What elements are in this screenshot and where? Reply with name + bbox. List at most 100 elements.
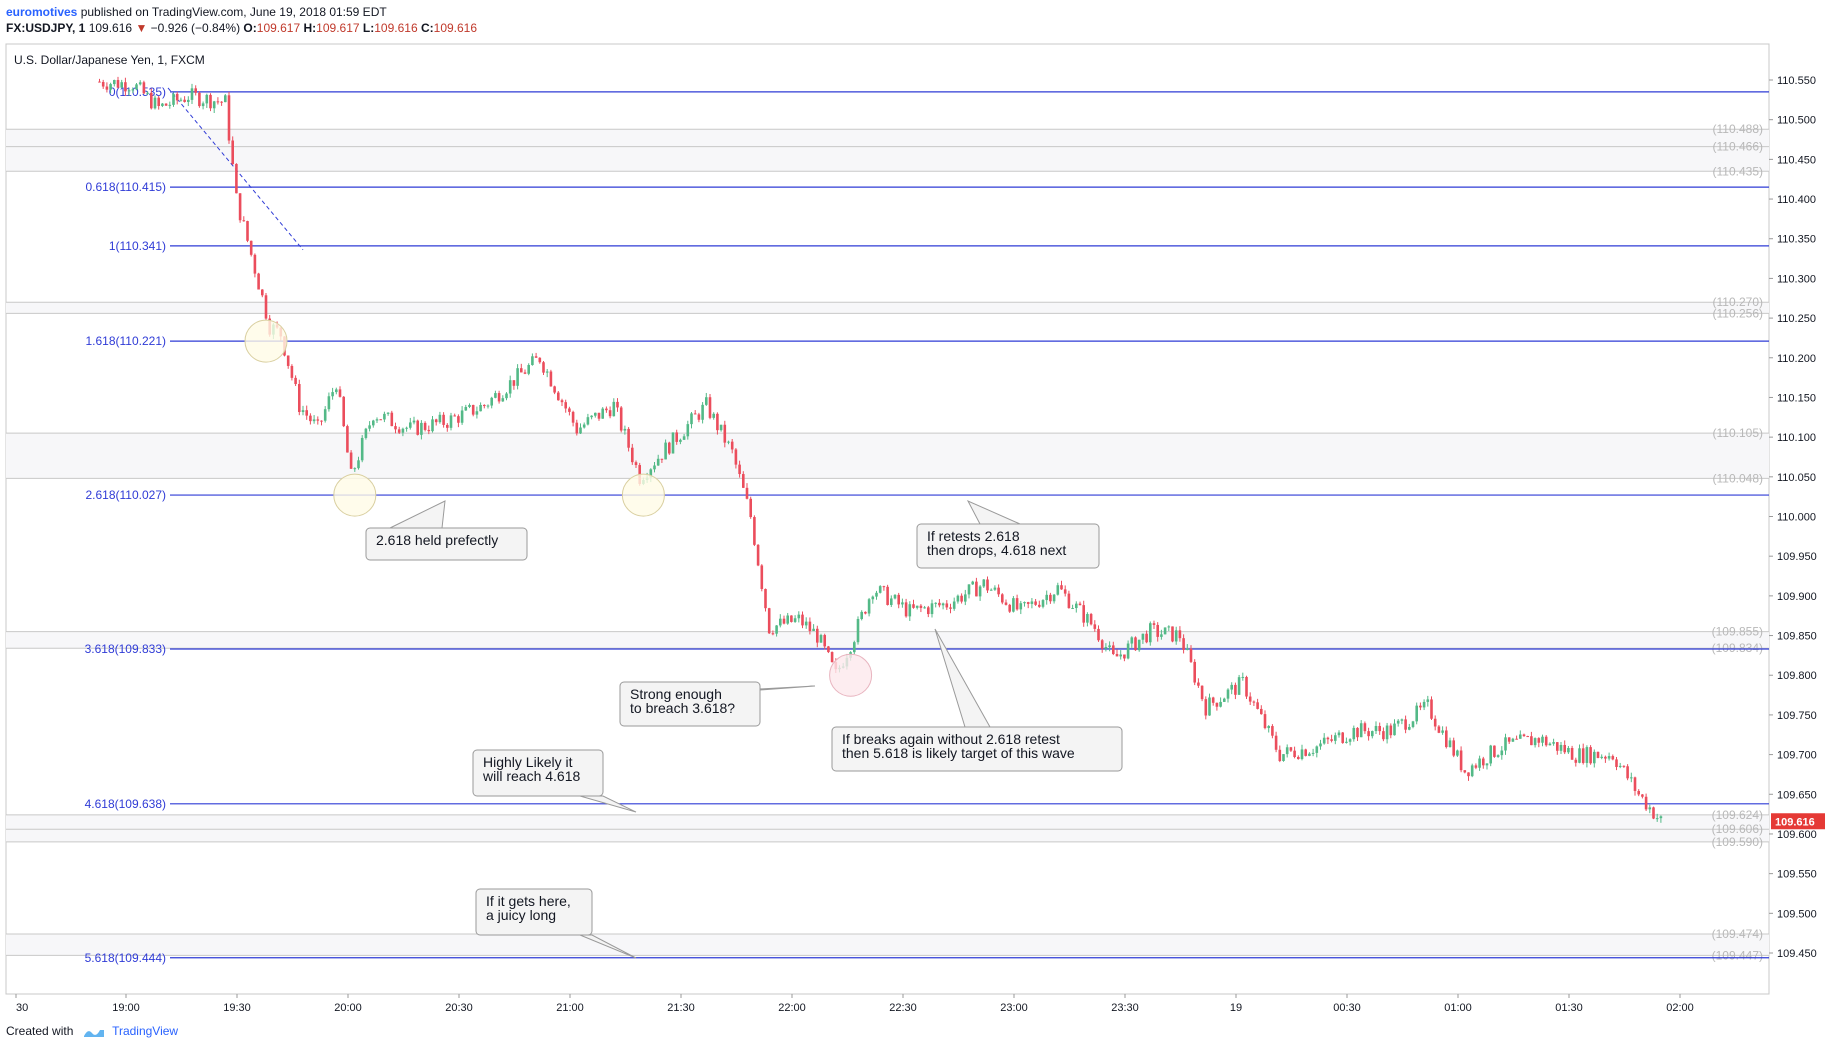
candle-body: [146, 92, 149, 94]
candle: [1260, 705, 1263, 715]
candle-body: [938, 602, 941, 606]
candle-body: [1604, 756, 1607, 759]
candle: [420, 420, 423, 440]
candle-body: [394, 426, 397, 430]
candle-body: [534, 356, 538, 358]
candle-body: [978, 586, 982, 597]
candle: [1097, 625, 1100, 642]
candle-body: [812, 628, 815, 632]
candle-body: [1378, 725, 1381, 732]
candle-body: [368, 425, 371, 429]
candle: [409, 417, 412, 430]
chart-frame: [5, 43, 1770, 995]
touch-marker: [621, 473, 665, 517]
candle: [549, 369, 553, 387]
callout-box: [475, 888, 593, 936]
candle: [175, 91, 179, 105]
candle-body: [227, 95, 231, 141]
gray-level-label: (110.466): [1713, 140, 1763, 154]
candle-body: [601, 408, 604, 419]
candle: [161, 102, 164, 108]
gray-level-label: (110.435): [1713, 164, 1763, 178]
candle: [449, 412, 453, 431]
candle: [1419, 702, 1422, 711]
candle-body: [634, 462, 638, 466]
candle-body: [1507, 737, 1511, 742]
candle: [1574, 757, 1578, 767]
annotation-callout[interactable]: If breaks again without 2.618 retestthen…: [831, 628, 1123, 772]
candle-body: [1626, 766, 1629, 779]
candle: [138, 80, 142, 86]
candle-body: [1589, 747, 1592, 764]
candle-body: [201, 103, 205, 107]
candle: [109, 82, 112, 94]
candle-body: [512, 380, 516, 386]
candle-body: [1056, 585, 1060, 595]
candle: [1433, 715, 1437, 731]
candle-body: [1230, 684, 1233, 690]
candle-body: [927, 607, 930, 615]
annotation-callout[interactable]: 2.618 held prefectly: [365, 500, 528, 561]
footer: Created with TradingView: [6, 1024, 178, 1038]
candle: [290, 364, 294, 381]
x-tick-label: 01:00: [1444, 1002, 1472, 1014]
candle-body: [605, 408, 608, 411]
candle-body: [416, 420, 419, 435]
candle: [1304, 748, 1307, 757]
candle-body: [1330, 739, 1333, 741]
candle: [468, 403, 471, 409]
tradingview-link[interactable]: TradingView: [112, 1024, 179, 1038]
candle-body: [1570, 747, 1574, 760]
candle-body: [1382, 731, 1385, 740]
candle-body: [1415, 705, 1418, 722]
candle: [1334, 732, 1337, 745]
candle-body: [320, 420, 323, 422]
ohlc-line: FX:USDJPY, 1 109.616 ▼ −0.926 (−0.84%) O…: [6, 20, 477, 36]
candle-body: [682, 436, 686, 440]
candle: [1285, 744, 1289, 758]
candle-body: [1034, 601, 1037, 605]
candle-body: [1493, 745, 1496, 757]
candle-body: [797, 614, 801, 619]
candle: [479, 402, 482, 412]
candle: [416, 419, 419, 436]
candle-body: [679, 439, 682, 442]
candle: [623, 425, 627, 435]
candle-body: [442, 414, 445, 425]
down-arrow-icon: ▼: [135, 21, 148, 35]
author-link[interactable]: euromotives: [6, 5, 78, 19]
callout-box: [619, 681, 761, 727]
candle: [1507, 737, 1511, 744]
candle-body: [453, 415, 456, 417]
candle: [612, 398, 616, 417]
candle: [912, 599, 915, 609]
y-tick-label: 109.450: [1777, 948, 1817, 960]
candle: [867, 597, 871, 617]
candle: [571, 410, 575, 427]
candle-body: [1500, 750, 1504, 756]
candle-body: [1063, 589, 1067, 594]
candle: [172, 92, 175, 107]
candle-body: [1130, 637, 1134, 644]
candle: [264, 293, 268, 321]
candle-body: [760, 565, 764, 589]
y-tick-label: 109.900: [1777, 591, 1817, 603]
callout-text: If breaks again without 2.618 retest: [842, 731, 1060, 747]
candle: [1408, 723, 1411, 731]
candle: [1297, 755, 1300, 760]
candle-body: [386, 412, 390, 414]
annotation-callout[interactable]: If it gets here,a juicy long: [475, 888, 637, 959]
candle-body: [494, 393, 497, 398]
candle: [964, 589, 967, 606]
candle-body: [390, 412, 394, 427]
candle: [978, 585, 982, 601]
candle-body: [183, 99, 186, 102]
candle: [1041, 599, 1045, 609]
candle-body: [1567, 747, 1570, 753]
close-label: C:: [420, 21, 434, 35]
candle-body: [1149, 623, 1152, 643]
